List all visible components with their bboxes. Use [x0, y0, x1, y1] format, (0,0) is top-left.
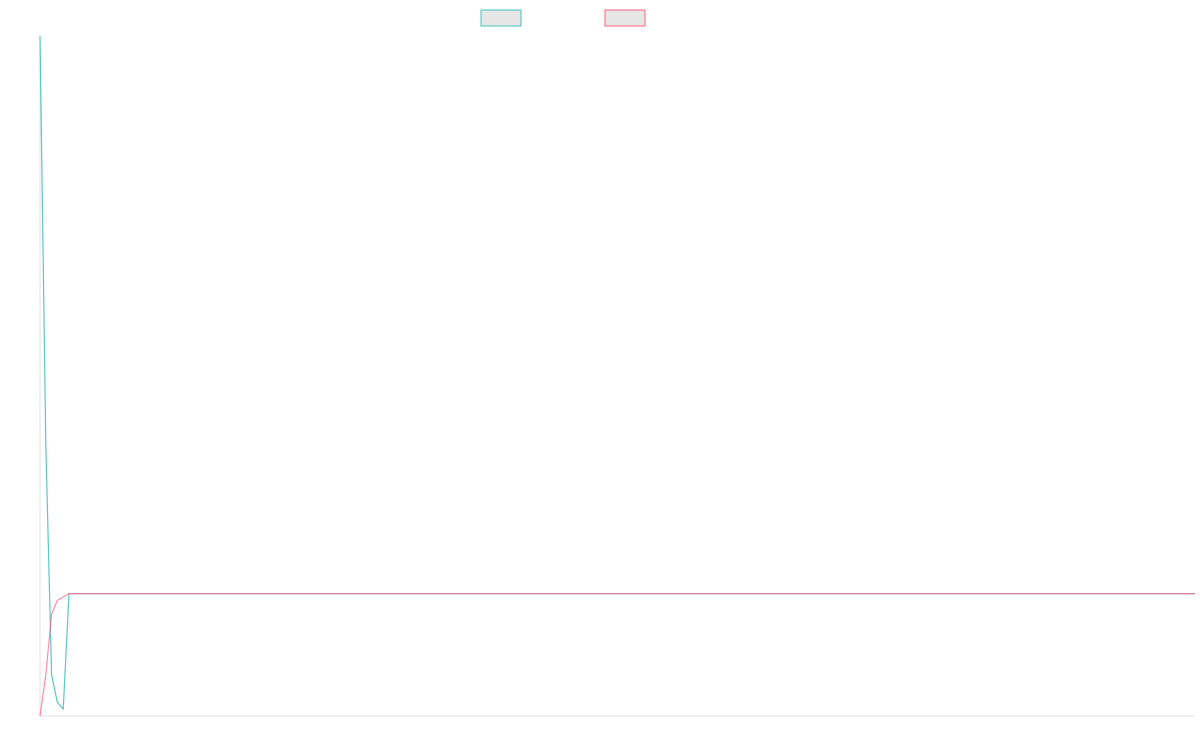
series-line-1 — [39, 593, 1195, 717]
legend[interactable] — [480, 9, 646, 27]
series-line-0 — [39, 35, 1195, 710]
series-layer — [39, 35, 1195, 717]
axes — [39, 36, 1195, 717]
legend-swatch-0[interactable] — [480, 9, 522, 27]
legend-item-0[interactable] — [480, 9, 522, 27]
legend-item-1[interactable] — [604, 9, 646, 27]
legend-swatch-1[interactable] — [604, 9, 646, 27]
